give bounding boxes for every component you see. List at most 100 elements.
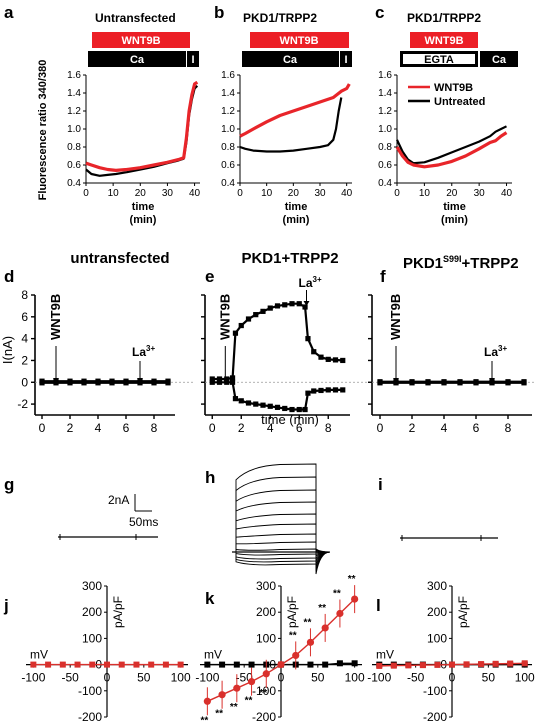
wnt9b-arrowhead (222, 378, 229, 383)
y-tick-label: 1.0 (221, 124, 235, 135)
data-point (148, 661, 155, 668)
panel-letter-b: b (214, 3, 224, 22)
data-point (224, 379, 230, 385)
data-point (332, 357, 339, 363)
y-tick-label: 1.4 (221, 88, 235, 99)
data-point (325, 356, 331, 362)
data-point (109, 380, 115, 386)
data-point (296, 301, 302, 307)
data-point (289, 301, 295, 307)
data-point (209, 379, 215, 385)
data-point (390, 662, 397, 669)
x-axis-label: (min) (441, 214, 468, 226)
wnt9b-bar (410, 32, 478, 48)
data-point (419, 662, 426, 669)
x-tick-label: 100 (515, 671, 535, 685)
data-point (262, 670, 270, 678)
y-tick-label: -2 (17, 397, 28, 411)
data-point (233, 684, 241, 692)
la-arrow-label: La3+ (484, 344, 507, 359)
data-point (463, 661, 470, 668)
y-tick-label: 100 (82, 631, 102, 645)
data-point (274, 303, 281, 309)
data-point (478, 661, 485, 668)
x-tick-label: 0 (394, 188, 400, 199)
x-tick-label: 0 (83, 188, 89, 199)
panel-letter-a: a (4, 3, 14, 22)
data-point (282, 302, 288, 308)
x-axis-label: mV (30, 648, 48, 662)
data-point (39, 380, 45, 386)
data-point (267, 403, 273, 409)
current-sweep (232, 463, 331, 575)
y-tick-label: 0.4 (221, 178, 235, 189)
data-point (267, 305, 273, 311)
data-point (340, 387, 346, 393)
la-arrow-label: La3+ (132, 344, 155, 359)
data-point (45, 661, 52, 668)
data-point (441, 380, 447, 386)
x-tick-label: -50 (62, 671, 80, 685)
panel-f-title-main: PKD1S99I+TRPP2 (403, 254, 519, 272)
data-point (376, 662, 383, 669)
data-point (292, 651, 300, 660)
panel-letter-j: j (3, 596, 9, 615)
scale-time-label: 50ms (129, 515, 158, 529)
data-point (104, 661, 110, 668)
y-tick-label: 8 (21, 288, 28, 302)
data-point (311, 388, 317, 394)
significance-marker: ** (348, 574, 356, 585)
data-point (492, 660, 499, 667)
x-tick-label: -100 (195, 671, 219, 685)
data-point (229, 379, 236, 385)
data-point (336, 609, 344, 618)
data-point (177, 661, 184, 668)
series-line-untreated (85, 85, 199, 177)
ca-bar (242, 51, 339, 67)
y-tick-label: 300 (427, 579, 447, 593)
ca-bar-label: Ca (492, 54, 507, 66)
x-tick-label: -100 (367, 671, 391, 685)
data-point (351, 660, 358, 667)
y-tick-label: 200 (82, 605, 102, 619)
end-bar-label: I (344, 54, 347, 66)
x-tick-label: 100 (171, 671, 191, 685)
egta-bar (403, 54, 475, 64)
x-tick-label: 40 (341, 188, 353, 199)
x-axis-label: (min) (130, 214, 157, 226)
y-tick-label: 200 (427, 605, 447, 619)
wnt9b-bar-label: WNT9B (424, 35, 463, 47)
panel-a-title: Untransfected (95, 11, 176, 25)
data-point (409, 380, 415, 386)
data-point (74, 661, 81, 668)
wnt9b-arrow-label: WNT9B (48, 294, 63, 340)
panel-a-ylabel-line1: Fluorescence ratio 340/380 (37, 60, 49, 201)
x-tick-label: 0 (237, 188, 243, 199)
panel-letter-c: c (375, 3, 384, 22)
x-axis-label: mV (204, 648, 222, 662)
panel-letter-g: g (4, 475, 14, 494)
data-point (218, 691, 226, 699)
x-axis-label: time (285, 201, 308, 213)
y-axis-label: pA/pF (285, 596, 299, 628)
wnt9b-arrow-label: WNT9B (388, 294, 403, 340)
y-tick-label: -200 (252, 710, 276, 724)
data-point (377, 380, 383, 386)
data-point (521, 660, 528, 667)
data-point (245, 400, 252, 406)
current-sweep (232, 533, 331, 558)
data-point (277, 661, 285, 669)
panel-b-title: PKD1/TRPP2 (243, 11, 317, 25)
x-tick-label: 6 (296, 421, 303, 435)
data-point (351, 595, 359, 603)
x-tick-label: 20 (288, 188, 300, 199)
current-trace-g (58, 534, 158, 540)
panel-letter-f: f (380, 267, 386, 286)
x-axis-label: mV (376, 648, 394, 662)
panel-d-ylabel: I(nA) (0, 336, 15, 364)
y-tick-label: 0 (21, 375, 28, 389)
x-tick-label: 6 (473, 421, 480, 435)
